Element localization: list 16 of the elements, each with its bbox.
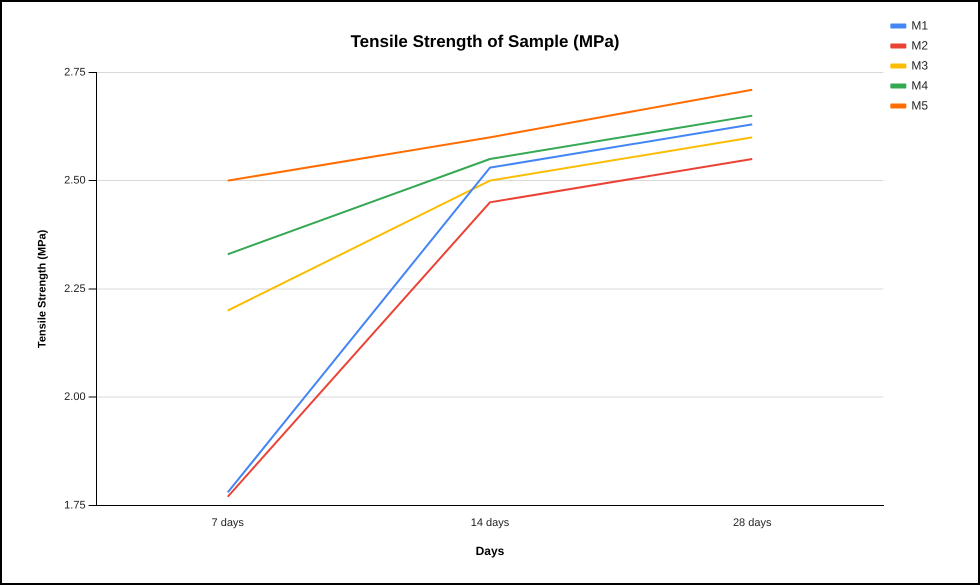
x-tick-label: 14 days: [470, 517, 510, 530]
legend-label: M4: [911, 78, 928, 92]
y-tick-label: 2.50: [64, 174, 86, 187]
y-tick-label: 1.75: [64, 499, 86, 512]
x-tick-label: 28 days: [732, 517, 772, 530]
chart-title: Tensile Strength of Sample (MPa): [350, 32, 620, 51]
legend-label: M1: [911, 18, 928, 32]
y-tick-label: 2.00: [64, 391, 86, 404]
y-tick-label: 2.25: [64, 282, 86, 295]
y-tick-label: 2.75: [64, 66, 86, 78]
legend-label: M2: [911, 38, 928, 52]
y-axis-title: Tensile Strength (MPa): [36, 229, 49, 348]
x-axis-title: Days: [476, 544, 505, 558]
x-tick-label: 7 days: [212, 517, 244, 530]
legend-label: M3: [911, 58, 928, 72]
legend-label: M5: [911, 98, 928, 112]
